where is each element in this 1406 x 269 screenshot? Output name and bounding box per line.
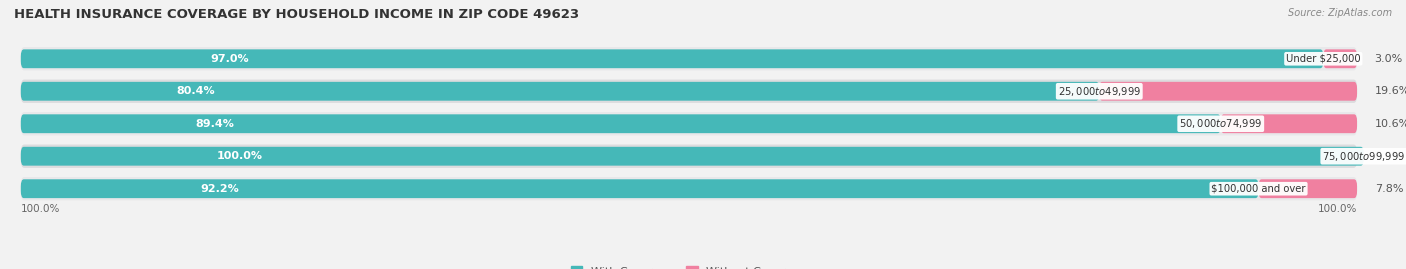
Text: 3.0%: 3.0% bbox=[1375, 54, 1403, 64]
FancyBboxPatch shape bbox=[1099, 82, 1357, 101]
FancyBboxPatch shape bbox=[1258, 179, 1357, 198]
Text: $100,000 and over: $100,000 and over bbox=[1212, 184, 1306, 194]
Text: $50,000 to $74,999: $50,000 to $74,999 bbox=[1180, 117, 1263, 130]
Text: 19.6%: 19.6% bbox=[1375, 86, 1406, 96]
FancyBboxPatch shape bbox=[1323, 49, 1357, 68]
Legend: With Coverage, Without Coverage: With Coverage, Without Coverage bbox=[571, 266, 807, 269]
Text: 100.0%: 100.0% bbox=[21, 204, 60, 214]
FancyBboxPatch shape bbox=[21, 177, 1357, 200]
Text: 0.0%: 0.0% bbox=[1375, 151, 1403, 161]
FancyBboxPatch shape bbox=[1220, 114, 1357, 133]
FancyBboxPatch shape bbox=[21, 144, 1357, 168]
Text: HEALTH INSURANCE COVERAGE BY HOUSEHOLD INCOME IN ZIP CODE 49623: HEALTH INSURANCE COVERAGE BY HOUSEHOLD I… bbox=[14, 8, 579, 21]
Text: 100.0%: 100.0% bbox=[217, 151, 263, 161]
Text: Source: ZipAtlas.com: Source: ZipAtlas.com bbox=[1288, 8, 1392, 18]
Text: 10.6%: 10.6% bbox=[1375, 119, 1406, 129]
FancyBboxPatch shape bbox=[21, 82, 1099, 101]
FancyBboxPatch shape bbox=[21, 147, 1364, 166]
FancyBboxPatch shape bbox=[21, 179, 1258, 198]
Text: $75,000 to $99,999: $75,000 to $99,999 bbox=[1322, 150, 1406, 163]
FancyBboxPatch shape bbox=[21, 80, 1357, 103]
FancyBboxPatch shape bbox=[21, 112, 1357, 135]
Text: 97.0%: 97.0% bbox=[211, 54, 249, 64]
FancyBboxPatch shape bbox=[21, 47, 1357, 70]
Text: Under $25,000: Under $25,000 bbox=[1286, 54, 1361, 64]
FancyBboxPatch shape bbox=[21, 49, 1323, 68]
FancyBboxPatch shape bbox=[21, 114, 1220, 133]
Text: 80.4%: 80.4% bbox=[177, 86, 215, 96]
Text: 100.0%: 100.0% bbox=[1317, 204, 1357, 214]
Text: 89.4%: 89.4% bbox=[195, 119, 233, 129]
Text: 92.2%: 92.2% bbox=[201, 184, 239, 194]
Text: 7.8%: 7.8% bbox=[1375, 184, 1403, 194]
Text: $25,000 to $49,999: $25,000 to $49,999 bbox=[1057, 85, 1140, 98]
